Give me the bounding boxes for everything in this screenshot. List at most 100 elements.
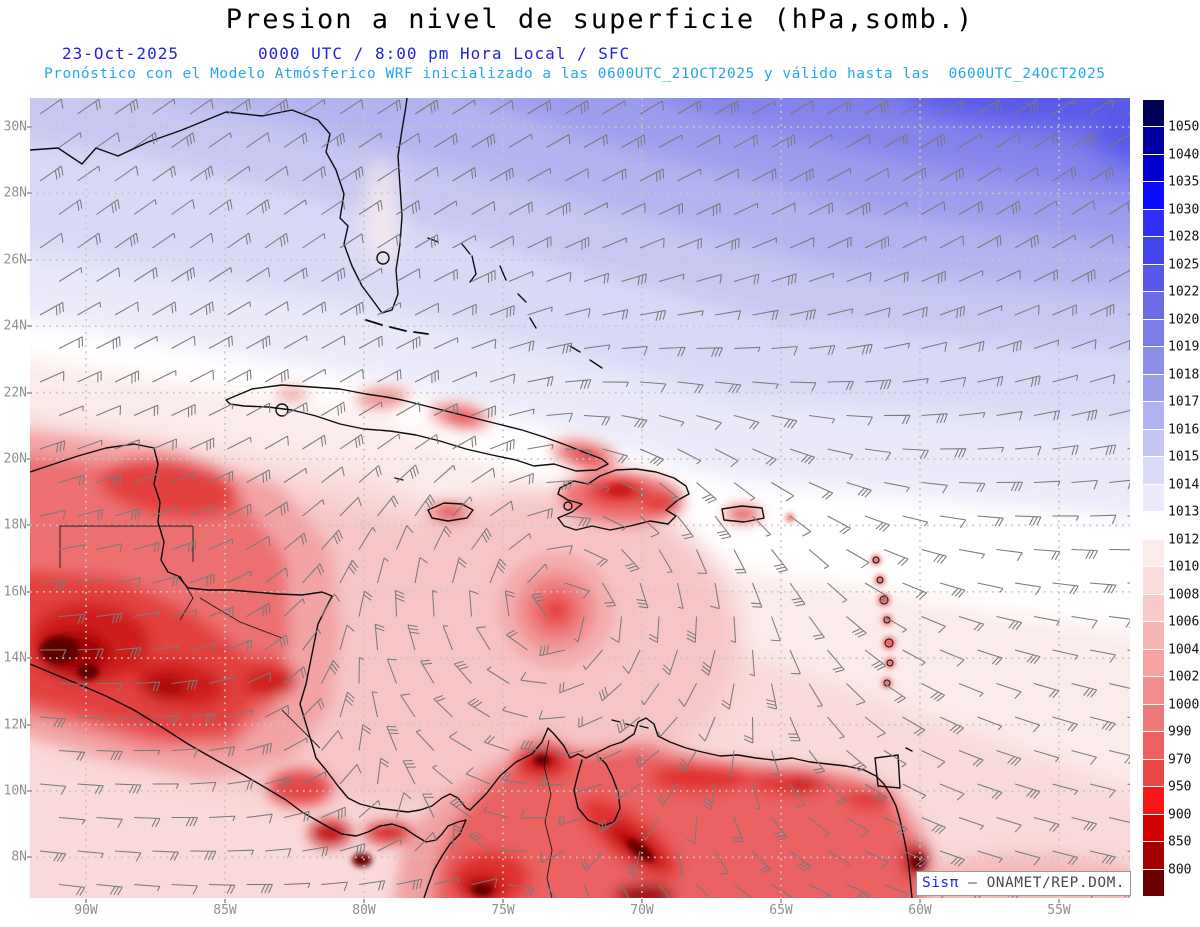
colorbar-band <box>1143 209 1164 237</box>
lon-label-60W: 60W <box>908 903 932 918</box>
colorbar-band <box>1143 237 1164 264</box>
colorbar-band <box>1143 457 1164 484</box>
colorbar-band <box>1143 567 1164 594</box>
colorbar-level-1017: 1017 <box>1168 394 1200 410</box>
colorbar-level-970: 970 <box>1168 752 1192 768</box>
colorbar-band <box>1143 182 1164 209</box>
pressure-map <box>0 68 1200 927</box>
colorbar-band <box>1143 759 1164 787</box>
colorbar-band <box>1143 787 1164 814</box>
lat-label-30N: 30N <box>3 119 27 135</box>
lat-tick <box>27 192 32 195</box>
colorbar-level-1016: 1016 <box>1168 422 1200 438</box>
forecast-date: 23-Oct-2025 <box>62 44 179 63</box>
colorbar-level-1008: 1008 <box>1168 587 1200 603</box>
colorbar-level-1019: 1019 <box>1168 339 1200 355</box>
page-title: Presion a nivel de superficie (hPa,somb.… <box>225 4 975 35</box>
colorbar-level-1035: 1035 <box>1168 174 1200 190</box>
lat-tick <box>27 524 32 527</box>
colorbar-band <box>1143 539 1164 567</box>
lat-tick <box>27 856 32 859</box>
colorbar-band <box>1143 292 1164 319</box>
colorbar-band <box>1143 649 1164 677</box>
colorbar-band <box>1143 127 1164 154</box>
colorbar-level-1006: 1006 <box>1168 614 1200 630</box>
red-pressure-areas <box>0 387 1170 927</box>
colorbar-level-850: 850 <box>1168 834 1192 850</box>
lat-tick <box>27 590 32 593</box>
lon-label-80W: 80W <box>352 903 376 918</box>
lon-label-55W: 55W <box>1047 903 1071 918</box>
lon-tick <box>363 899 365 903</box>
colorbar-level-1013: 1013 <box>1168 504 1200 520</box>
colorbar-level-900: 900 <box>1168 807 1192 823</box>
lon-tick <box>1058 899 1060 903</box>
lat-tick <box>27 126 32 128</box>
pressure-map-svg <box>0 68 1200 927</box>
lat-label-12N: 12N <box>3 717 27 733</box>
lat-lon-gridlines <box>30 98 1130 898</box>
lat-label-18N: 18N <box>3 517 27 533</box>
colorbar-level-990: 990 <box>1168 724 1192 740</box>
lat-label-8N: 8N <box>11 849 27 865</box>
colorbar-band <box>1143 429 1164 457</box>
colorbar-level-1012: 1012 <box>1168 532 1200 548</box>
colorbar-level-1004: 1004 <box>1168 642 1200 658</box>
lat-label-26N: 26N <box>3 252 27 268</box>
colorbar-band <box>1143 814 1164 842</box>
hurricane-pressure-rings <box>476 530 636 690</box>
colorbar-band <box>1143 594 1164 622</box>
colorbar-band <box>1143 374 1164 402</box>
colorbar-level-1028: 1028 <box>1168 229 1200 245</box>
lon-label-65W: 65W <box>769 903 793 918</box>
lon-tick <box>641 899 643 903</box>
colorbar-level-800: 800 <box>1168 862 1192 878</box>
lat-tick <box>27 657 32 660</box>
colorbar-level-1022: 1022 <box>1168 284 1200 300</box>
colorbar-level-1040: 1040 <box>1168 147 1200 163</box>
colorbar-level-1020: 1020 <box>1168 312 1200 328</box>
colorbar-band <box>1143 347 1164 374</box>
colorbar-level-1014: 1014 <box>1168 477 1200 493</box>
lat-label-14N: 14N <box>3 650 27 666</box>
lat-tick <box>27 258 32 261</box>
colorbar-band <box>1143 100 1164 127</box>
lon-tick <box>224 899 226 903</box>
lat-tick <box>27 790 32 792</box>
colorbar-level-1015: 1015 <box>1168 449 1200 465</box>
lat-label-28N: 28N <box>3 185 27 201</box>
colorbar-level-1010: 1010 <box>1168 559 1200 575</box>
colorbar-level-1000: 1000 <box>1168 697 1200 713</box>
colorbar-band <box>1143 732 1164 759</box>
colorbar-band <box>1143 512 1164 539</box>
lat-tick <box>27 391 32 394</box>
forecast-time: 0000 UTC / 8:00 pm Hora Local / SFC <box>258 44 631 63</box>
lon-label-70W: 70W <box>630 903 654 918</box>
colorbar-band <box>1143 842 1164 869</box>
lat-tick <box>27 325 32 328</box>
colorbar-band <box>1143 154 1164 182</box>
colorbar-band <box>1143 677 1164 704</box>
lon-tick <box>502 899 504 903</box>
colorbar-band <box>1143 402 1164 429</box>
lat-label-22N: 22N <box>3 385 27 401</box>
colorbar-band <box>1143 869 1164 896</box>
lon-label-85W: 85W <box>213 903 237 918</box>
colorbar-level-1030: 1030 <box>1168 202 1200 218</box>
colorbar-level-1018: 1018 <box>1168 367 1200 383</box>
lon-label-90W: 90W <box>74 903 98 918</box>
colorbar-band <box>1143 264 1164 292</box>
colorbar-level-1050: 1050 <box>1168 119 1200 135</box>
lon-tick <box>85 899 87 903</box>
colorbar-band <box>1143 622 1164 649</box>
lon-tick <box>919 899 921 903</box>
attribution-box: Sisπ – ONAMET/REP.DOM. <box>916 871 1131 896</box>
lat-tick <box>27 458 32 460</box>
pressure-colorbar <box>1143 100 1164 897</box>
lat-label-10N: 10N <box>3 783 27 799</box>
attribution-text: – ONAMET/REP.DOM. <box>958 875 1126 891</box>
country-borders <box>59 525 553 899</box>
wind-barbs <box>39 98 1154 910</box>
colorbar-band <box>1143 319 1164 347</box>
